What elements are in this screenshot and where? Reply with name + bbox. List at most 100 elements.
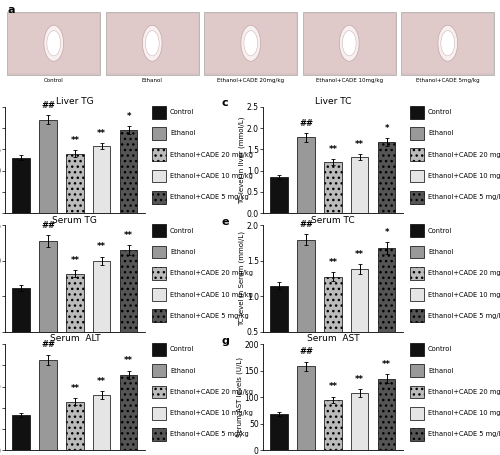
Text: Ethanol+CADE 5 mg/kg: Ethanol+CADE 5 mg/kg — [428, 194, 500, 200]
Bar — [66, 401, 84, 450]
Bar — [66, 273, 84, 332]
Bar — [107, 14, 198, 73]
Bar — [351, 157, 368, 213]
FancyBboxPatch shape — [410, 191, 424, 203]
Text: ##: ## — [41, 101, 55, 110]
Text: Ethanol+CADE 10 mg/kg: Ethanol+CADE 10 mg/kg — [428, 292, 500, 298]
FancyBboxPatch shape — [152, 267, 166, 280]
Bar — [351, 269, 368, 367]
FancyBboxPatch shape — [410, 428, 424, 441]
Text: Ethanol+CADE 20 mg/kg: Ethanol+CADE 20 mg/kg — [428, 270, 500, 276]
Bar — [378, 142, 396, 213]
FancyBboxPatch shape — [152, 148, 166, 161]
Bar — [40, 120, 56, 213]
Text: Ethanol+CADE 10 mg/kg: Ethanol+CADE 10 mg/kg — [428, 410, 500, 416]
Bar — [402, 12, 494, 75]
Text: Ethanol+CADE 20 mg/kg: Ethanol+CADE 20 mg/kg — [170, 389, 253, 395]
Circle shape — [142, 25, 162, 61]
FancyBboxPatch shape — [152, 407, 166, 420]
Text: Ethanol+CADE 5 mg/kg: Ethanol+CADE 5 mg/kg — [428, 313, 500, 319]
Title: Serum TG: Serum TG — [52, 216, 98, 225]
Text: Ethanol: Ethanol — [142, 78, 163, 83]
Bar — [93, 261, 110, 332]
Text: **: ** — [124, 231, 133, 240]
Text: c: c — [221, 98, 228, 108]
Text: ##: ## — [299, 347, 313, 356]
Text: Ethanol: Ethanol — [170, 131, 196, 136]
Text: **: ** — [98, 129, 106, 138]
Title: Liver TC: Liver TC — [314, 97, 351, 106]
FancyBboxPatch shape — [410, 224, 424, 237]
Text: g: g — [221, 336, 229, 346]
FancyBboxPatch shape — [410, 364, 424, 377]
Text: **: ** — [98, 377, 106, 386]
Bar — [8, 14, 99, 73]
Bar — [93, 146, 110, 213]
Circle shape — [146, 30, 159, 56]
Text: **: ** — [382, 360, 391, 369]
Text: **: ** — [328, 258, 338, 267]
Text: Ethanol+CADE 20 mg/kg: Ethanol+CADE 20 mg/kg — [170, 152, 253, 158]
Text: Ethanol+CADE 20mg/kg: Ethanol+CADE 20mg/kg — [217, 78, 284, 83]
Text: Ethanol: Ethanol — [170, 368, 196, 374]
Bar — [324, 162, 342, 213]
Circle shape — [47, 30, 60, 56]
Bar — [304, 14, 394, 73]
Bar — [324, 277, 342, 367]
Text: Ethanol: Ethanol — [170, 249, 196, 255]
Y-axis label: TC level in liver (mmol/L): TC level in liver (mmol/L) — [239, 116, 246, 204]
FancyBboxPatch shape — [152, 170, 166, 182]
Title: Serum TC: Serum TC — [311, 216, 354, 225]
Circle shape — [441, 30, 454, 56]
Text: *: * — [384, 228, 389, 237]
Text: **: ** — [328, 382, 338, 391]
Circle shape — [340, 25, 359, 61]
Text: ##: ## — [41, 221, 55, 230]
Bar — [297, 240, 314, 367]
Text: Control: Control — [428, 109, 452, 115]
Bar — [206, 14, 296, 73]
FancyBboxPatch shape — [152, 127, 166, 140]
Text: a: a — [8, 5, 15, 15]
Circle shape — [244, 30, 258, 56]
Text: Ethanol+CADE 5mg/kg: Ethanol+CADE 5mg/kg — [416, 78, 480, 83]
FancyBboxPatch shape — [152, 106, 166, 118]
FancyBboxPatch shape — [152, 224, 166, 237]
Text: Ethanol+CADE 20 mg/kg: Ethanol+CADE 20 mg/kg — [428, 152, 500, 158]
Bar — [93, 395, 110, 450]
FancyBboxPatch shape — [152, 191, 166, 203]
FancyBboxPatch shape — [410, 309, 424, 322]
FancyBboxPatch shape — [152, 246, 166, 258]
Text: Control: Control — [428, 228, 452, 234]
FancyBboxPatch shape — [152, 288, 166, 301]
Bar — [378, 379, 396, 450]
Text: ##: ## — [299, 220, 313, 229]
Title: Serum  ALT: Serum ALT — [50, 334, 100, 344]
Text: Ethanol: Ethanol — [428, 368, 454, 374]
Y-axis label: TC level in Serum (mmol/L): TC level in Serum (mmol/L) — [239, 231, 246, 326]
Text: Control: Control — [170, 109, 194, 115]
Bar — [120, 130, 138, 213]
Circle shape — [438, 25, 458, 61]
FancyBboxPatch shape — [152, 428, 166, 441]
FancyBboxPatch shape — [152, 364, 166, 377]
Bar — [204, 12, 297, 75]
FancyBboxPatch shape — [152, 343, 166, 356]
Text: *: * — [126, 111, 131, 121]
Text: Ethanol+CADE 10 mg/kg: Ethanol+CADE 10 mg/kg — [170, 292, 253, 298]
Bar — [8, 12, 100, 75]
Bar — [402, 14, 493, 73]
Text: **: ** — [355, 375, 364, 384]
Bar — [270, 415, 288, 450]
Text: e: e — [221, 217, 228, 227]
Text: Control: Control — [428, 346, 452, 353]
FancyBboxPatch shape — [152, 309, 166, 322]
FancyBboxPatch shape — [410, 385, 424, 398]
Text: ##: ## — [299, 119, 313, 128]
Bar — [297, 137, 314, 213]
Circle shape — [44, 25, 64, 61]
Y-axis label: Serum AST levels (U/L): Serum AST levels (U/L) — [236, 357, 243, 437]
Title: Liver TG: Liver TG — [56, 97, 94, 106]
Text: Control: Control — [44, 78, 64, 83]
FancyBboxPatch shape — [410, 106, 424, 118]
